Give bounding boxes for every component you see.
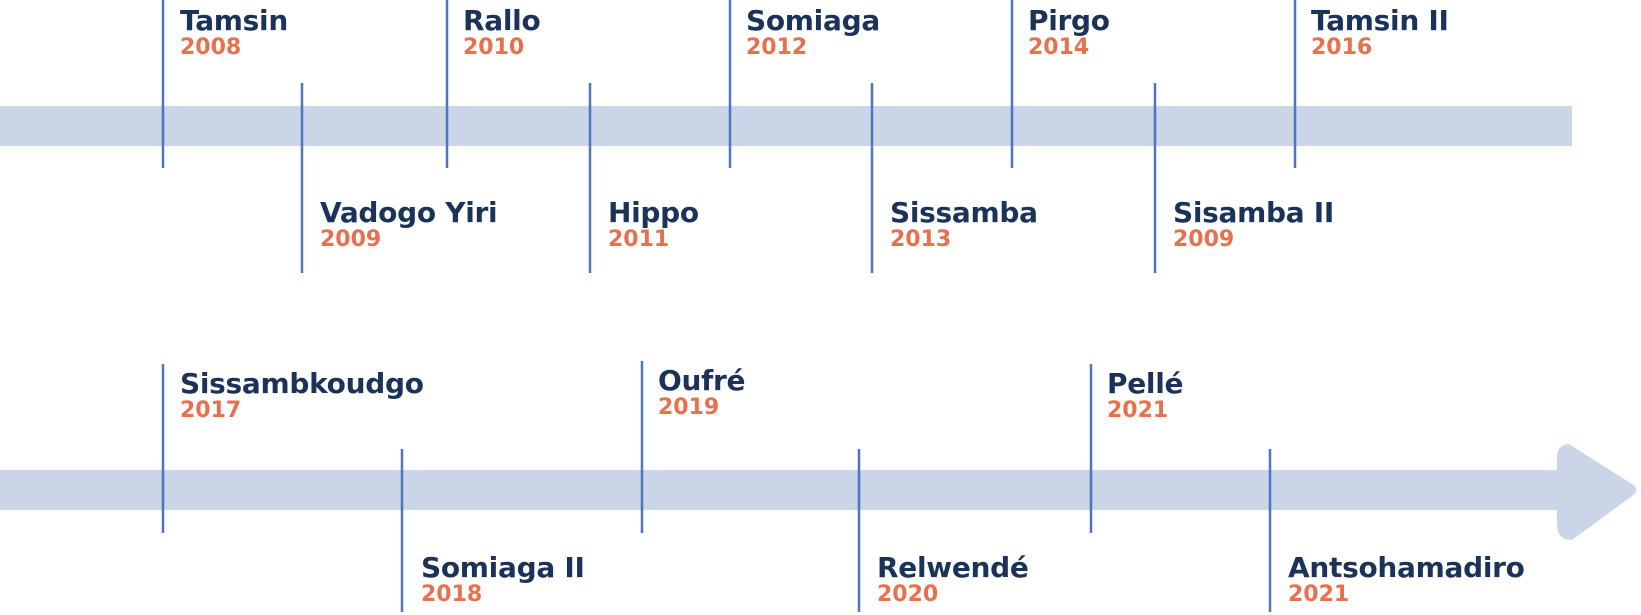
event-year: 2012 [746, 35, 808, 60]
event-title: Sissambkoudgo [180, 367, 424, 400]
event-somiaga: Somiaga 2012 [746, 6, 880, 60]
event-antsohamadiro: Antsohamadiro 2021 [1288, 553, 1525, 607]
event-title: Tamsin II [1311, 4, 1449, 37]
event-pelle: Pellé 2021 [1107, 367, 1184, 423]
event-sissambkoudgo: Sissambkoudgo 2017 [180, 369, 424, 423]
event-title: Relwendé [877, 551, 1029, 584]
event-year: 2014 [1028, 35, 1090, 60]
timeline-band-row1 [0, 106, 1572, 146]
event-title: Sisamba II [1173, 196, 1335, 229]
event-year: 2020 [877, 582, 939, 607]
event-year: 2016 [1311, 35, 1373, 60]
event-pirgo: Pirgo 2014 [1028, 6, 1110, 60]
event-year: 2013 [890, 227, 952, 252]
event-year: 2009 [320, 227, 382, 252]
event-tamsin-ii: Tamsin II 2016 [1311, 6, 1449, 60]
event-year: 2021 [1107, 398, 1169, 423]
event-title: Vadogo Yiri [320, 196, 498, 229]
event-title: Oufré [658, 364, 746, 397]
event-rallo: Rallo 2010 [463, 4, 541, 60]
event-oufre: Oufré 2019 [658, 364, 746, 420]
event-title: Somiaga II [421, 551, 585, 584]
event-year: 2017 [180, 398, 242, 423]
event-title: Tamsin [180, 4, 288, 37]
timeline-arrow-head [1557, 444, 1637, 540]
event-tamsin: Tamsin 2008 [180, 6, 288, 60]
event-hippo: Hippo 2011 [608, 198, 699, 252]
event-year: 2018 [421, 582, 483, 607]
event-sisamba-ii: Sisamba II 2009 [1173, 198, 1334, 252]
event-year: 2009 [1173, 227, 1235, 252]
event-title: Somiaga [746, 4, 880, 37]
timeline-band-row2 [0, 470, 1566, 510]
event-title: Pellé [1107, 367, 1184, 400]
event-title: Rallo [463, 4, 541, 37]
event-title: Sissamba [890, 196, 1038, 229]
event-title: Pirgo [1028, 4, 1110, 37]
event-relwende: Relwendé 2020 [877, 553, 1029, 607]
event-title: Antsohamadiro [1288, 551, 1525, 584]
event-year: 2010 [463, 35, 525, 60]
event-somiaga-ii: Somiaga II 2018 [421, 553, 585, 607]
event-year: 2019 [658, 395, 720, 420]
event-vadogo-yiri: Vadogo Yiri 2009 [320, 196, 498, 252]
event-sissamba: Sissamba 2013 [890, 198, 1038, 252]
event-year: 2008 [180, 35, 242, 60]
event-year: 2021 [1288, 582, 1350, 607]
event-year: 2011 [608, 227, 670, 252]
event-title: Hippo [608, 196, 699, 229]
